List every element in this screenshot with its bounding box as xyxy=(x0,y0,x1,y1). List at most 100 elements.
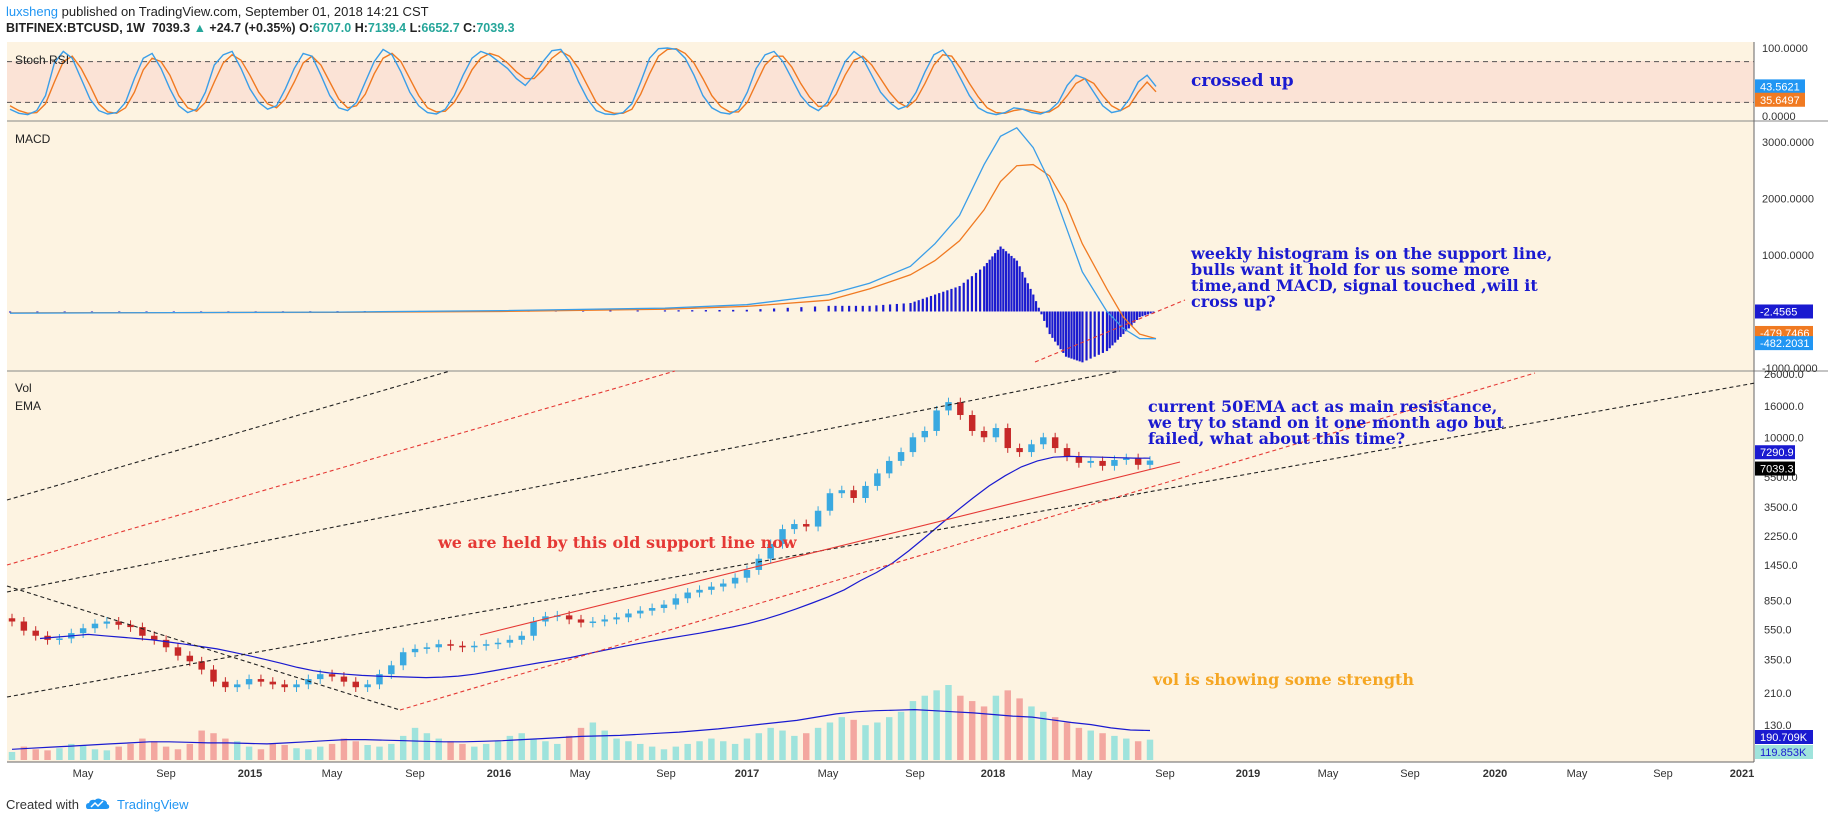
price-tick-label: 26000.0 xyxy=(1764,369,1804,381)
price-tick-label: 16000.0 xyxy=(1764,401,1804,413)
macd-histogram-bar xyxy=(691,310,694,312)
time-tick-label: Sep xyxy=(156,768,176,780)
macd-histogram-bar xyxy=(962,282,965,312)
macd-histogram-bar xyxy=(1029,288,1032,312)
macd-value-tag xyxy=(1755,304,1813,319)
volume-bar xyxy=(127,743,134,760)
candle-body xyxy=(613,617,620,620)
time-tick-label: Sep xyxy=(1400,768,1420,780)
volume-bar xyxy=(814,727,822,760)
candle-body xyxy=(968,415,976,431)
candle-body xyxy=(316,674,324,680)
macd-histogram-bar xyxy=(929,295,933,312)
candle-body xyxy=(257,679,265,682)
volume-bar xyxy=(388,743,395,760)
candle-body xyxy=(945,402,952,411)
volume-bar xyxy=(720,741,727,760)
high-value: 7139.4 xyxy=(367,21,407,35)
macd-histogram-bar xyxy=(773,308,776,312)
candle-body xyxy=(743,569,751,578)
time-tick-label: 2021 xyxy=(1730,768,1754,780)
macd-histogram-bar xyxy=(609,310,612,312)
volume-bar xyxy=(352,741,359,760)
volume-bar xyxy=(305,749,312,760)
macd-histogram-bar xyxy=(1034,301,1038,312)
tradingview-cloud-icon xyxy=(85,798,110,809)
macd-histogram-bar xyxy=(921,298,924,312)
volume-bar xyxy=(980,706,988,760)
macd-histogram-bar xyxy=(1085,311,1088,361)
candle-body xyxy=(340,676,348,682)
vol-title: Vol xyxy=(15,381,32,395)
volume-bar xyxy=(151,741,158,760)
candle-body xyxy=(660,604,668,609)
candle-body xyxy=(1134,458,1142,465)
volume-bar xyxy=(68,743,75,760)
candle-body xyxy=(364,684,371,688)
macd-histogram-bar xyxy=(1004,251,1008,312)
volume-bar xyxy=(506,735,514,760)
candle-body xyxy=(162,639,170,648)
candle-body xyxy=(767,543,774,559)
annotation-ema-3: failed, what about this time? xyxy=(1148,429,1405,448)
annotation-support: we are held by this old support line now xyxy=(437,533,798,552)
candle-body xyxy=(1051,437,1059,449)
macd-histogram-bar xyxy=(979,269,982,312)
stoch-title: Stoch RSI xyxy=(15,53,69,67)
candle-body xyxy=(482,644,490,646)
price-value-tag xyxy=(1755,461,1795,476)
macd-histogram-bar xyxy=(1149,311,1152,314)
volume-bar xyxy=(44,750,51,760)
macd-tick-label: -1000.0000 xyxy=(1762,363,1818,375)
volume-bar xyxy=(364,745,371,760)
annotation-ema-2: we try to stand on it one month ago but xyxy=(1147,413,1504,432)
macd-histogram-bar xyxy=(1062,311,1065,353)
chart-canvas[interactable]: 100.0000 0.0000 43.5621 35.6497 3000.0000 200… xyxy=(0,0,1828,790)
macd-histogram-bar xyxy=(1122,311,1125,335)
volume-bar xyxy=(838,717,846,760)
volume-bar xyxy=(316,746,324,760)
volume-bar xyxy=(613,738,620,760)
volume-bar xyxy=(909,701,917,760)
annotation-crossed-up: crossed up xyxy=(1191,71,1294,91)
macd-histogram-bar xyxy=(1018,266,1021,312)
open-label: O: xyxy=(299,21,313,35)
macd-histogram-bar xyxy=(1078,311,1081,362)
candle-body xyxy=(494,642,502,645)
macd-histogram-bar xyxy=(996,249,999,312)
macd-histogram-bar xyxy=(902,303,905,312)
volume-bar xyxy=(708,738,715,760)
macd-histogram-bar xyxy=(1013,258,1016,312)
volume-bar xyxy=(1016,698,1023,760)
macd-histogram-bar xyxy=(663,310,667,312)
macd-tick-label: 2000.0000 xyxy=(1762,193,1814,205)
volume-bar xyxy=(660,749,668,760)
author-link[interactable]: luxsheng xyxy=(6,4,59,19)
candle-body xyxy=(992,428,1000,438)
trendline-red-upper xyxy=(6,370,676,566)
stoch-value-label: 35.6497 xyxy=(1760,95,1800,107)
candle-body xyxy=(388,665,395,675)
volume-bar xyxy=(826,722,834,760)
macd-histogram-bar xyxy=(1054,311,1057,342)
time-tick-label: Sep xyxy=(405,768,425,780)
chart-header: luxsheng published on TradingView.com, S… xyxy=(6,4,515,38)
macd-histogram-bar xyxy=(63,311,66,313)
candle-body xyxy=(376,674,383,685)
volume-bar xyxy=(1146,739,1154,760)
macd-histogram-bar xyxy=(1070,311,1073,359)
tradingview-link[interactable]: TradingView xyxy=(116,796,189,812)
volume-bar xyxy=(625,741,632,760)
candle-body xyxy=(269,681,277,685)
volume-bar xyxy=(210,733,217,760)
stoch-k-line xyxy=(9,47,1157,116)
trendline-black-mid xyxy=(6,370,1121,593)
macd-histogram-bar xyxy=(1010,255,1013,312)
volume-bar xyxy=(968,701,976,760)
candle-body xyxy=(1111,459,1118,466)
volume-bar xyxy=(411,727,419,760)
macd-histogram-bar xyxy=(909,303,912,312)
macd-histogram-bar xyxy=(854,305,858,312)
volume-bar xyxy=(328,743,336,760)
last-price: 7039.3 xyxy=(151,21,191,35)
